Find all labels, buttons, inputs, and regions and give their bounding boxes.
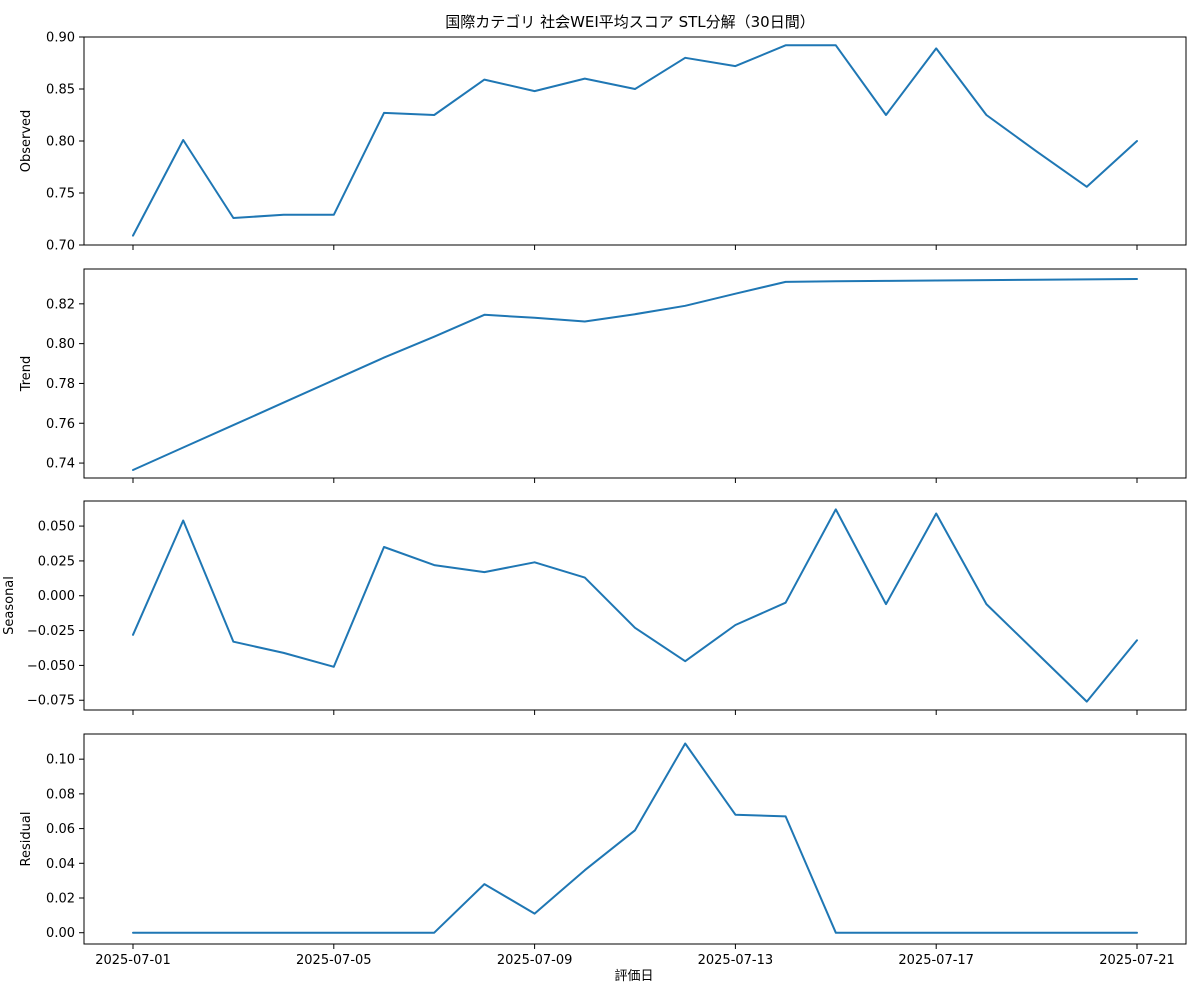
y-tick-label: 0.06 — [46, 822, 75, 837]
x-tick-label: 2025-07-13 — [698, 953, 774, 968]
y-tick-label: 0.00 — [46, 926, 75, 941]
y-tick-label: 0.10 — [46, 753, 75, 768]
panel-seasonal: −0.075 −0.050 −0.025 0.000 0.025 0.050 Seasona… — [2, 500, 1187, 715]
y-tick-label: 0.78 — [46, 377, 75, 392]
chart-title: 国際カテゴリ 社会WEI平均スコア STL分解（30日間） — [445, 13, 814, 31]
series-line-seasonal — [132, 508, 1138, 703]
panel-trend: 0.74 0.76 0.78 0.80 0.82 Trend — [19, 268, 1187, 483]
plot-frame — [83, 500, 1187, 711]
y-axis-label: Seasonal — [2, 576, 17, 635]
panel-residual: 0.00 0.02 0.04 0.06 0.08 0.10 2025-07-01 2025-0… — [19, 733, 1187, 968]
y-tick-label: 0.70 — [46, 239, 75, 254]
x-tick-label: 2025-07-09 — [497, 953, 573, 968]
series-line-residual — [132, 742, 1138, 934]
x-tick-label: 2025-07-21 — [1099, 953, 1175, 968]
y-tick-label: −0.050 — [27, 659, 75, 674]
y-axis-label: Trend — [19, 356, 34, 393]
y-axis-label: Residual — [19, 812, 34, 867]
y-tick-label: 0.85 — [46, 83, 75, 98]
y-tick-label: −0.025 — [27, 624, 75, 639]
series-line-observed — [132, 44, 1138, 237]
y-tick-label: 0.000 — [38, 589, 75, 604]
y-tick-label: 0.025 — [38, 554, 75, 569]
y-tick-label: 0.74 — [46, 457, 75, 472]
y-tick-label: 0.82 — [46, 297, 75, 312]
y-tick-label: 0.76 — [46, 417, 75, 432]
y-tick-label: 0.04 — [46, 857, 75, 872]
x-tick-label: 2025-07-17 — [898, 953, 974, 968]
y-tick-label: 0.75 — [46, 187, 75, 202]
x-tick-label: 2025-07-01 — [95, 953, 171, 968]
y-tick-label: 0.02 — [46, 892, 75, 907]
y-axis-label: Observed — [19, 110, 34, 173]
plot-frame — [83, 733, 1187, 945]
y-tick-label: 0.90 — [46, 31, 75, 46]
panels-layer: 0.70 0.75 0.80 0.85 0.90 Observed 0.74 0.76 0.78… — [2, 31, 1187, 968]
y-tick-label: 0.80 — [46, 337, 75, 352]
x-tick-label: 2025-07-05 — [296, 953, 372, 968]
y-tick-label: 0.80 — [46, 135, 75, 150]
panel-observed: 0.70 0.75 0.80 0.85 0.90 Observed — [19, 31, 1187, 254]
series-line-trend — [132, 278, 1138, 471]
y-tick-label: −0.075 — [27, 694, 75, 709]
y-tick-label: 0.08 — [46, 787, 75, 802]
plot-frame — [83, 268, 1187, 479]
y-tick-label: 0.050 — [38, 520, 75, 535]
x-axis-label: 評価日 — [614, 969, 653, 984]
